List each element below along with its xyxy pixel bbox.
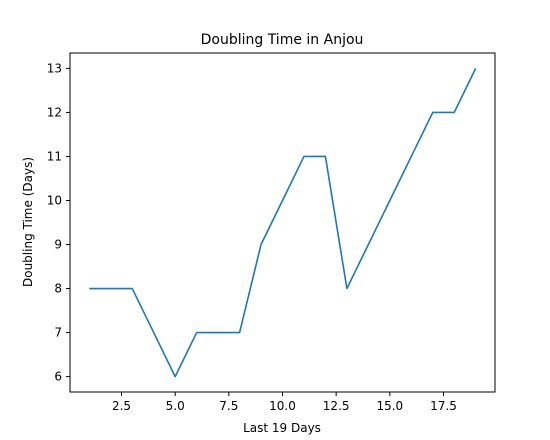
- x-tick-label: 10.0: [269, 399, 296, 413]
- plot-frame: [70, 53, 495, 392]
- y-tick-label: 13: [47, 61, 62, 75]
- y-tick-label: 9: [54, 238, 62, 252]
- x-tick-label: 17.5: [430, 399, 457, 413]
- chart-title: Doubling Time in Anjou: [201, 32, 364, 48]
- y-tick-label: 12: [47, 105, 62, 119]
- x-tick-label: 7.5: [219, 399, 238, 413]
- y-tick-label: 8: [54, 282, 62, 296]
- x-tick-label: 5.0: [166, 399, 185, 413]
- y-tick-label: 11: [47, 149, 62, 163]
- y-tick-label: 10: [47, 193, 62, 207]
- x-axis-label: Last 19 Days: [243, 421, 321, 435]
- y-tick-label: 7: [54, 326, 62, 340]
- x-axis: 2.5 5.0 7.5 10.0 12.5 15.0 17.5: [112, 392, 457, 413]
- x-tick-label: 15.0: [376, 399, 403, 413]
- y-tick-label: 6: [54, 370, 62, 384]
- series-line: [89, 68, 475, 376]
- x-tick-label: 12.5: [323, 399, 350, 413]
- x-tick-label: 2.5: [112, 399, 131, 413]
- y-axis: 6 7 8 9 10 11 12 13: [47, 61, 70, 383]
- y-axis-label: Doubling Time (Days): [21, 157, 35, 287]
